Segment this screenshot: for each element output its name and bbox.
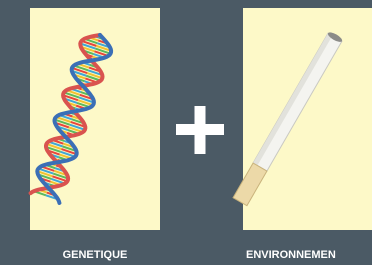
panel-label: GENETIQUE	[63, 249, 128, 261]
panel-label: ENVIRONNEMEN	[246, 249, 336, 261]
page: GENETIQUE ENVIRONNEMEN (() => { const da…	[0, 0, 372, 265]
plus-bar	[195, 106, 206, 154]
illustration: GENETIQUE ENVIRONNEMEN	[0, 0, 372, 265]
environment-panel	[243, 8, 372, 230]
